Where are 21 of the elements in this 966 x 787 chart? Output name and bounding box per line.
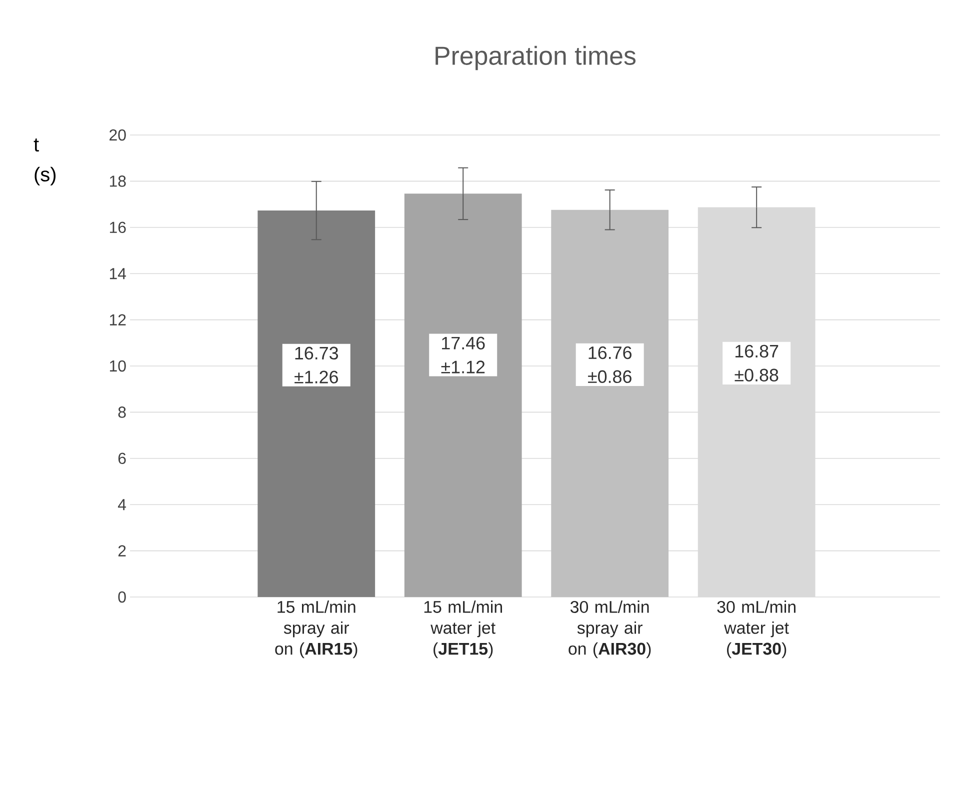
data-label: 16.73 ±1.26	[294, 346, 338, 384]
data-label: 17.46 ±1.12	[441, 336, 485, 374]
y-tick-label: 10	[110, 360, 126, 372]
y-axis-title: t (s)	[34, 138, 56, 186]
y-tick-label: 12	[110, 314, 126, 326]
data-label: 16.87 ±0.88	[734, 344, 778, 382]
data-label: 16.76 ±0.86	[588, 346, 632, 384]
y-tick-label: 2	[118, 545, 126, 556]
y-tick-label: 20	[110, 129, 126, 141]
chart-title: Preparation times	[436, 46, 636, 70]
y-tick-label: 16	[110, 222, 126, 234]
y-tick-label: 4	[118, 499, 126, 510]
y-tick-label: 6	[118, 452, 126, 464]
y-tick-label: 14	[110, 268, 126, 280]
y-tick-label: 0	[118, 591, 126, 603]
x-tick-label: 30 mL/min spray air on (AIR30)	[568, 600, 651, 658]
x-tick-label: 15 mL/min water jet (JET15)	[424, 600, 502, 658]
x-tick-label: 15 mL/min spray air on (AIR15)	[275, 600, 358, 658]
y-tick-label: 8	[118, 406, 126, 418]
y-tick-label: 18	[110, 176, 126, 187]
x-tick-label: 30 mL/min water jet (JET30)	[717, 600, 796, 658]
